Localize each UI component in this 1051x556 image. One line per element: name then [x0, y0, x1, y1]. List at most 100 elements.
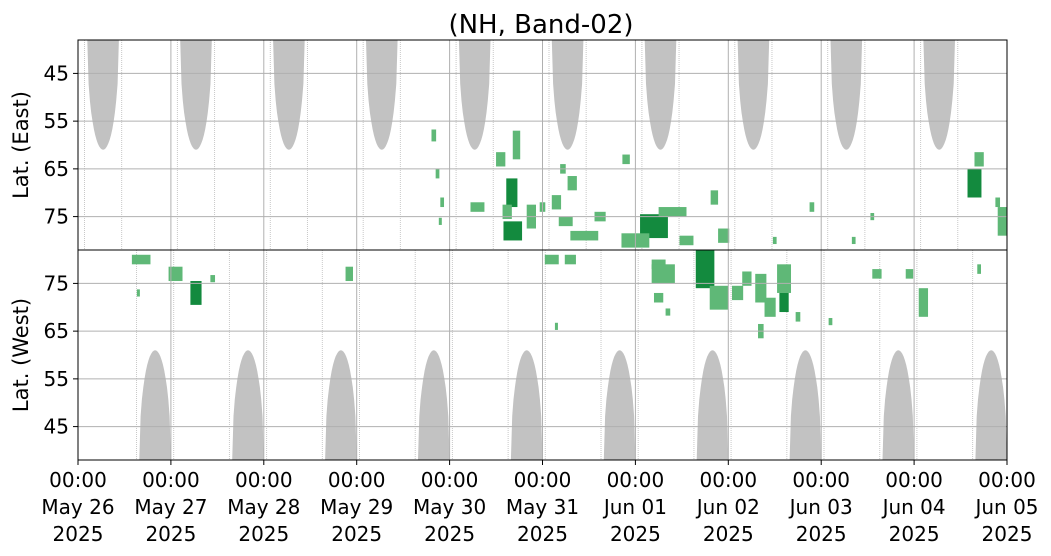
- detection-cell: [564, 254, 576, 265]
- panel-east: 45 55 65 75: [44, 39, 1008, 251]
- x-tick-time: 00:00: [235, 468, 293, 492]
- daylight-mask: [365, 40, 398, 150]
- x-tick-date: Jun 04: [881, 495, 946, 519]
- detection-cell: [131, 254, 151, 265]
- x-tick-date: May 31: [506, 495, 579, 519]
- daylight-mask: [737, 40, 770, 150]
- y-tick-label: 55: [44, 367, 69, 391]
- detection-cell: [742, 271, 752, 286]
- detection-cell: [136, 289, 140, 297]
- detection-cell: [851, 236, 856, 245]
- detection-cell: [918, 288, 929, 317]
- y-tick-label: 65: [44, 319, 69, 343]
- detection-cell: [570, 230, 599, 241]
- daylight-mask: [696, 350, 729, 460]
- detection-cell: [732, 285, 744, 301]
- detection-cell: [872, 269, 882, 279]
- x-tick-time: 00:00: [792, 468, 850, 492]
- detection-cell: [567, 176, 577, 191]
- x-tick-date: May 29: [320, 495, 393, 519]
- detection-cell: [809, 202, 815, 212]
- x-tick-year: 2025: [331, 522, 382, 546]
- y-tick-label: 75: [44, 271, 69, 295]
- daylight-mask: [644, 40, 677, 150]
- detection-cell: [828, 318, 833, 326]
- x-tick-time: 00:00: [607, 468, 665, 492]
- x-tick-time: 00:00: [885, 468, 943, 492]
- x-tick-date: May 26: [41, 495, 114, 519]
- detection-cell: [695, 250, 715, 289]
- daylight-mask: [551, 40, 584, 150]
- detection-cell: [710, 190, 719, 205]
- x-tick-date: May 30: [413, 495, 486, 519]
- detection-cell: [995, 197, 1001, 208]
- detection-cell: [622, 154, 630, 165]
- detection-cell: [777, 264, 792, 293]
- detection-cell: [345, 266, 353, 282]
- detection-cell: [554, 322, 558, 330]
- detection-cell: [755, 273, 767, 303]
- y-tick-label: 45: [44, 415, 69, 439]
- ylabel-west: Lat. (West): [9, 298, 33, 412]
- x-axis: 00:00 May 26 2025 00:00 May 27 2025 00:00 May 2…: [41, 460, 1039, 546]
- detection-cell: [772, 236, 777, 245]
- daylight-mask: [418, 350, 450, 460]
- detection-cell: [974, 152, 984, 167]
- daylight-mask: [87, 40, 119, 150]
- detection-cell: [438, 217, 442, 225]
- detection-cell: [640, 214, 668, 239]
- daylight-mask: [603, 350, 636, 460]
- x-tick-date: Jun 02: [695, 495, 760, 519]
- daylight-mask: [510, 350, 543, 460]
- detection-cell: [651, 264, 675, 284]
- detection-cell: [544, 254, 559, 265]
- detection-cell: [431, 129, 437, 142]
- detection-cell: [435, 168, 440, 179]
- detection-cell: [718, 228, 730, 243]
- x-tick-date: May 27: [134, 495, 207, 519]
- x-tick-date: Jun 01: [602, 495, 667, 519]
- detection-cell: [512, 130, 521, 160]
- detection-cell: [210, 275, 216, 283]
- x-tick-year: 2025: [238, 522, 289, 546]
- detection-cell: [168, 266, 183, 282]
- y-tick-label: 45: [44, 61, 69, 85]
- detection-cell: [503, 221, 523, 241]
- y-tick-label: 65: [44, 157, 69, 181]
- detection-cell: [551, 195, 562, 210]
- daylight-mask: [789, 350, 822, 460]
- ylabel-east: Lat. (East): [9, 91, 33, 199]
- x-tick-year: 2025: [796, 522, 847, 546]
- x-tick-time: 00:00: [978, 468, 1036, 492]
- x-tick-time: 00:00: [328, 468, 386, 492]
- x-tick-time: 00:00: [514, 468, 572, 492]
- x-tick-year: 2025: [982, 522, 1033, 546]
- daylight-mask: [458, 40, 491, 150]
- detection-cell: [665, 308, 671, 316]
- detection-cell: [558, 216, 573, 227]
- daylight-mask: [882, 350, 915, 460]
- detection-cell: [764, 297, 776, 317]
- daylight-mask: [830, 40, 863, 150]
- x-tick-year: 2025: [424, 522, 475, 546]
- x-tick-time: 00:00: [142, 468, 200, 492]
- x-tick-date: May 28: [227, 495, 300, 519]
- x-tick-year: 2025: [517, 522, 568, 546]
- detection-cell: [967, 168, 982, 198]
- detection-cell: [977, 264, 981, 274]
- x-tick-time: 00:00: [699, 468, 757, 492]
- detection-cell: [653, 292, 664, 303]
- daylight-mask: [273, 40, 305, 150]
- panel-west: 45 55 65 75: [44, 249, 1008, 461]
- x-tick-time: 00:00: [49, 468, 107, 492]
- x-tick-year: 2025: [53, 522, 104, 546]
- daylight-mask: [139, 350, 171, 460]
- daylight-mask: [232, 350, 264, 460]
- detection-cell: [997, 207, 1007, 236]
- y-tick-label: 55: [44, 109, 69, 133]
- detection-cell: [779, 292, 789, 313]
- detection-cell: [905, 269, 914, 279]
- detection-cell: [190, 281, 202, 305]
- detection-cell: [496, 152, 506, 167]
